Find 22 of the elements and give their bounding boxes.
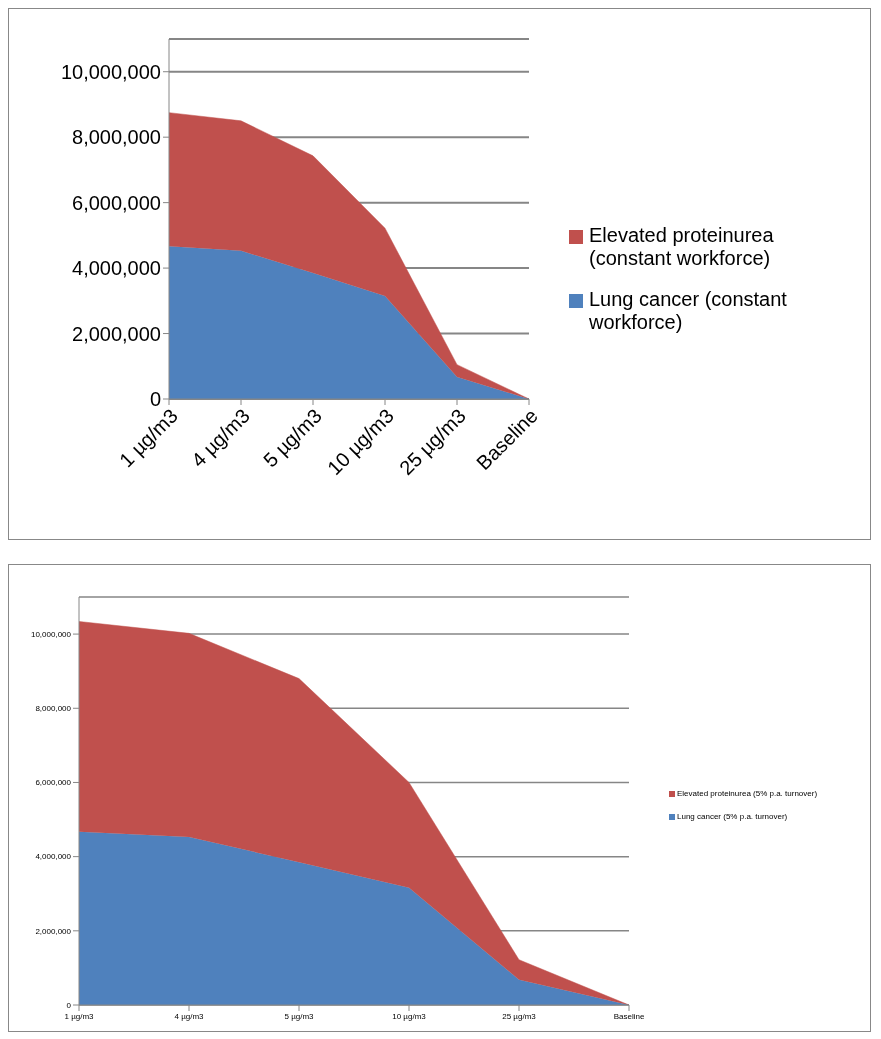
y-tick-label: 8,000,000 (35, 704, 72, 714)
legend-label: Elevated proteinurea (constant workforce) (589, 224, 775, 270)
y-tick-label: 10,000,000 (30, 629, 72, 639)
legend-label: Lung cancer (constant workforce) (589, 288, 788, 334)
x-tick-label: 1 µg/m3 (64, 1011, 95, 1021)
x-tick-label: 5 µg/m3 (284, 1011, 315, 1021)
y-tick-label: 6,000,000 (72, 191, 161, 214)
y-tick-label: 4,000,000 (35, 852, 72, 862)
x-tick-label: 4 µg/m3 (174, 1011, 205, 1021)
x-tick-label: Baseline (613, 1011, 645, 1021)
y-tick-label: 2,000,000 (35, 926, 72, 936)
y-tick-label: 8,000,000 (72, 126, 161, 149)
y-tick-label: 4,000,000 (72, 257, 161, 280)
y-tick-label: 0 (149, 388, 161, 411)
legend-label: Elevated proteinurea (5% p.a. turnover) (677, 789, 818, 798)
y-tick-label: 2,000,000 (72, 322, 161, 345)
y-tick-label: 10,000,000 (60, 60, 161, 83)
legend-label: Lung cancer (5% p.a. turnover) (677, 812, 788, 821)
y-tick-label: 6,000,000 (35, 778, 72, 788)
x-tick-label: 25 µg/m3 (502, 1011, 537, 1021)
y-tick-label: 0 (66, 1000, 72, 1010)
x-tick-label: 10 µg/m3 (392, 1011, 427, 1021)
